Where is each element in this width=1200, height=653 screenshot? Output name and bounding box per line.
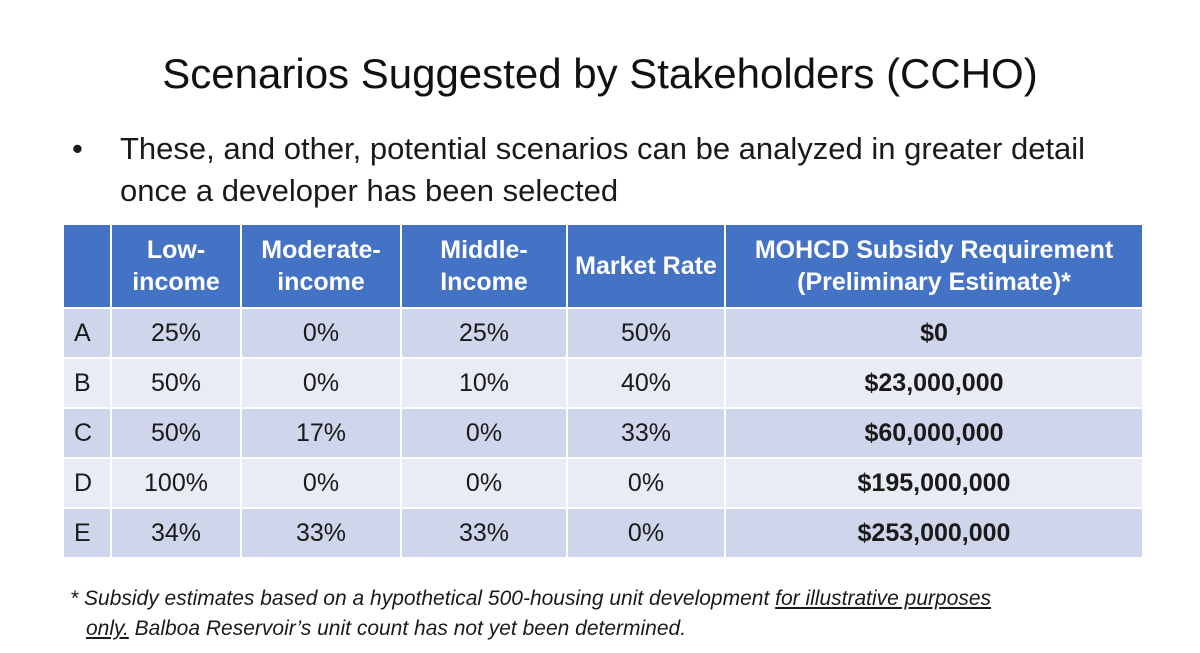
bullet-text: These, and other, potential scenarios ca… — [120, 131, 1086, 208]
scenarios-table: Low-income Moderate-income Middle-Income… — [62, 223, 1144, 559]
row-label: A — [62, 307, 112, 359]
cell-market-rate: 40% — [566, 357, 726, 409]
table-row: C 50% 17% 0% 33% $60,000,000 — [62, 407, 1144, 459]
header-subsidy: MOHCD Subsidy Requirement (Preliminary E… — [724, 223, 1144, 309]
header-scenario — [62, 223, 112, 309]
header-moderate-income: Moderate-income — [240, 223, 402, 309]
cell-subsidy: $0 — [724, 307, 1144, 359]
row-label: C — [62, 407, 112, 459]
row-label: D — [62, 457, 112, 509]
cell-market-rate: 50% — [566, 307, 726, 359]
cell-subsidy: $23,000,000 — [724, 357, 1144, 409]
cell-moderate-income: 0% — [240, 307, 402, 359]
table-row: E 34% 33% 33% 0% $253,000,000 — [62, 507, 1144, 559]
cell-low-income: 34% — [110, 507, 242, 559]
footnote-underlined-text-2: only. — [86, 617, 129, 640]
footnote-underlined-text: for illustrative purposes — [775, 587, 992, 610]
cell-moderate-income: 33% — [240, 507, 402, 559]
cell-subsidy: $60,000,000 — [724, 407, 1144, 459]
cell-market-rate: 33% — [566, 407, 726, 459]
header-low-income: Low-income — [110, 223, 242, 309]
table-row: D 100% 0% 0% 0% $195,000,000 — [62, 457, 1144, 509]
table-header-row: Low-income Moderate-income Middle-Income… — [62, 223, 1144, 309]
cell-middle-income: 0% — [400, 457, 568, 509]
bullet-point: • These, and other, potential scenarios … — [72, 128, 1152, 212]
cell-low-income: 100% — [110, 457, 242, 509]
footnote-text: * Subsidy estimates based on a hypotheti… — [70, 587, 776, 610]
cell-middle-income: 10% — [400, 357, 568, 409]
footnote: * Subsidy estimates based on a hypotheti… — [70, 584, 1150, 644]
bullet-symbol: • — [72, 131, 83, 166]
cell-middle-income: 0% — [400, 407, 568, 459]
cell-middle-income: 33% — [400, 507, 568, 559]
table-row: A 25% 0% 25% 50% $0 — [62, 307, 1144, 359]
cell-subsidy: $195,000,000 — [724, 457, 1144, 509]
slide-title: Scenarios Suggested by Stakeholders (CCH… — [162, 50, 1038, 97]
cell-market-rate: 0% — [566, 457, 726, 509]
cell-low-income: 25% — [110, 307, 242, 359]
cell-moderate-income: 0% — [240, 357, 402, 409]
row-label: E — [62, 507, 112, 559]
row-label: B — [62, 357, 112, 409]
header-market-rate: Market Rate — [566, 223, 726, 309]
cell-moderate-income: 17% — [240, 407, 402, 459]
footnote-text-2: Balboa Reservoir’s unit count has not ye… — [128, 617, 687, 640]
table-row: B 50% 0% 10% 40% $23,000,000 — [62, 357, 1144, 409]
header-middle-income: Middle-Income — [400, 223, 568, 309]
cell-low-income: 50% — [110, 357, 242, 409]
cell-moderate-income: 0% — [240, 457, 402, 509]
cell-market-rate: 0% — [566, 507, 726, 559]
cell-subsidy: $253,000,000 — [724, 507, 1144, 559]
cell-middle-income: 25% — [400, 307, 568, 359]
cell-low-income: 50% — [110, 407, 242, 459]
